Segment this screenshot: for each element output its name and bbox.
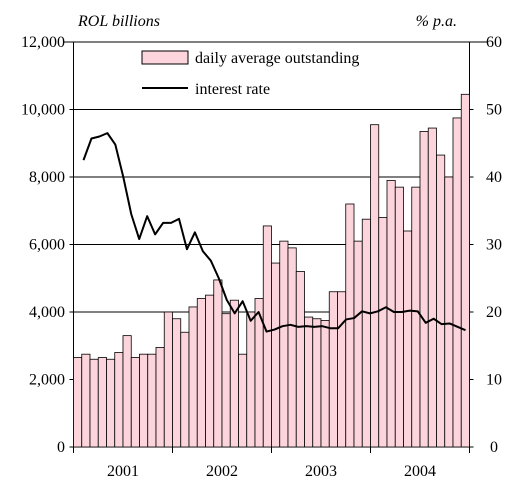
- bar: [370, 124, 380, 448]
- bar: [378, 217, 388, 448]
- bar: [155, 347, 165, 448]
- right-tick-label: 40: [486, 169, 502, 186]
- bar: [188, 306, 198, 448]
- bar: [419, 131, 429, 448]
- bar: [345, 203, 355, 448]
- bar: [172, 318, 182, 448]
- bar: [452, 117, 462, 448]
- bar: [180, 331, 190, 448]
- left-unit-label: ROL billions: [77, 13, 160, 30]
- bar: [106, 358, 116, 448]
- left-tick-label: 4,000: [29, 304, 65, 321]
- right-tick-label: 50: [486, 102, 502, 119]
- bar: [130, 357, 140, 448]
- left-tick-label: 10,000: [21, 102, 65, 119]
- bar: [427, 127, 437, 448]
- bar: [304, 316, 314, 448]
- bar: [403, 230, 413, 448]
- bar: [246, 311, 256, 448]
- right-tick-label: 20: [486, 304, 502, 321]
- tick-layer: 12,000 10,000 8,000 6,000 4,000 2,000 0 60 50 40 3…: [21, 34, 502, 480]
- bar: [328, 291, 338, 448]
- x-tick-label: 2001: [107, 463, 139, 480]
- right-tick-label: 30: [486, 237, 502, 254]
- bar: [238, 353, 248, 448]
- bar: [411, 186, 421, 448]
- bar: [287, 247, 297, 448]
- x-tick-label: 2002: [206, 463, 238, 480]
- bar: [320, 320, 330, 448]
- bar: [262, 225, 272, 448]
- bar: [73, 357, 83, 448]
- bar: [312, 318, 322, 448]
- bar: [271, 262, 281, 448]
- left-tick-label: 12,000: [21, 34, 65, 51]
- bar: [139, 353, 149, 448]
- bar: [229, 299, 239, 448]
- right-tick-label: 10: [486, 372, 502, 389]
- bar: [353, 240, 363, 448]
- bar: [97, 357, 107, 448]
- right-tick-label: 0: [490, 439, 498, 456]
- bar: [163, 311, 173, 448]
- interest-rate-line: [82, 132, 466, 333]
- right-unit-label: % p.a.: [416, 13, 457, 30]
- right-tick-label: 60: [486, 34, 502, 51]
- left-tick-label: 6,000: [29, 237, 65, 254]
- bar: [460, 93, 470, 448]
- bar: [81, 353, 91, 448]
- line-layer: [82, 132, 466, 333]
- left-tick-label: 0: [57, 439, 65, 456]
- legend-line-label: interest rate: [195, 81, 270, 98]
- legend: daily average outstanding interest rate: [141, 50, 359, 98]
- x-tick-label: 2003: [305, 463, 337, 480]
- bar: [295, 271, 305, 448]
- bar: [337, 291, 347, 448]
- bar-layer: [73, 93, 470, 448]
- left-tick-label: 2,000: [29, 372, 65, 389]
- bar: [221, 313, 231, 448]
- legend-bar-label: daily average outstanding: [195, 50, 359, 67]
- bar: [361, 218, 371, 448]
- bar: [89, 358, 99, 448]
- bar: [147, 353, 157, 448]
- x-tick-label: 2004: [404, 463, 436, 480]
- left-tick-label: 8,000: [29, 169, 65, 186]
- bar: [394, 186, 404, 448]
- bar: [213, 279, 223, 448]
- bar: [196, 298, 206, 448]
- bar: [444, 176, 454, 448]
- bar: [205, 294, 215, 448]
- bar: [386, 179, 396, 448]
- bar: [436, 154, 446, 448]
- bar: [122, 335, 132, 448]
- legend-bar-swatch: [141, 50, 189, 65]
- bar: [279, 240, 289, 448]
- bar: [114, 352, 124, 448]
